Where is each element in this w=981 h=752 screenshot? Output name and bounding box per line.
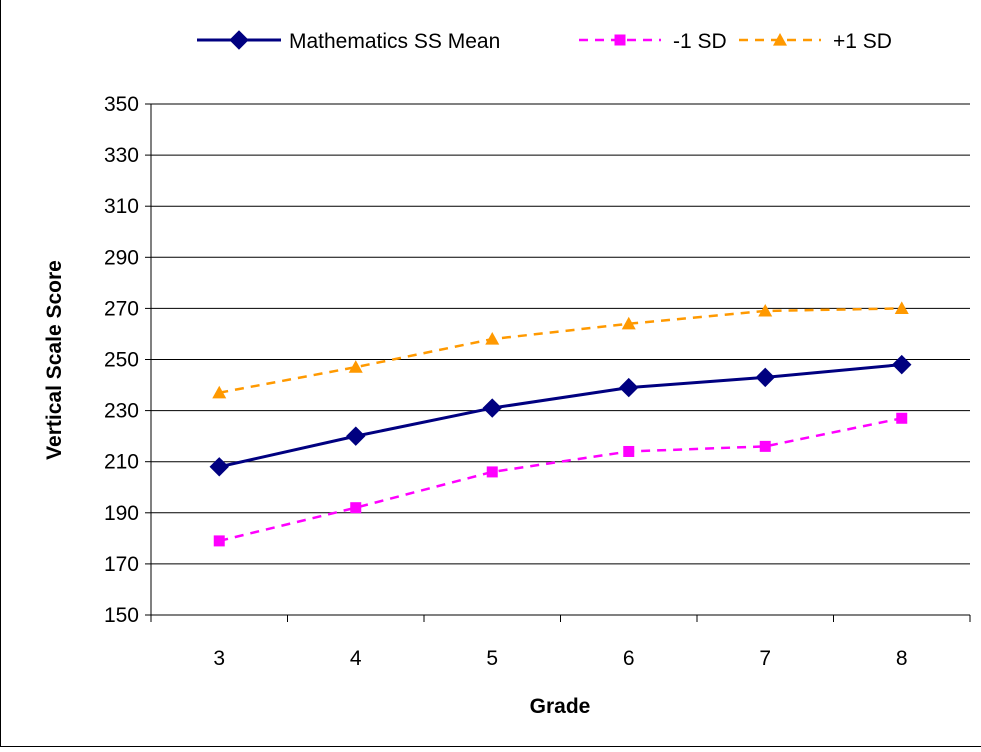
x-tick-label: 8	[896, 647, 908, 670]
x-tick-label: 4	[350, 647, 362, 670]
series-line	[218, 417, 903, 543]
series-1	[213, 412, 908, 547]
y-tick-label: 350	[104, 93, 139, 116]
legend-swatch-marker	[614, 34, 626, 46]
series-line	[218, 363, 902, 469]
data-point-marker	[350, 502, 362, 514]
series-line	[219, 307, 902, 394]
y-tick-label: 250	[104, 349, 139, 372]
legend-item-2: +1 SD	[739, 30, 892, 53]
x-tick-label: 3	[213, 647, 225, 670]
y-tick-label: 170	[104, 553, 139, 576]
y-tick-label: 190	[104, 502, 139, 525]
x-tick-label: 5	[486, 647, 498, 670]
legend: Mathematics SS Mean -1 SD +1 SD	[197, 30, 892, 53]
data-point-marker	[621, 316, 636, 330]
data-point-marker	[896, 412, 908, 424]
data-point-marker	[485, 332, 500, 345]
x-axis-title: Grade	[530, 695, 591, 718]
data-point-marker	[348, 360, 363, 373]
data-point-marker	[486, 466, 498, 478]
data-point-marker	[892, 354, 912, 375]
legend-item-0: Mathematics SS Mean	[197, 30, 500, 53]
data-point-marker	[213, 535, 225, 547]
data-point-marker	[894, 301, 909, 314]
gridlines	[151, 103, 970, 565]
y-axis-title: Vertical Scale Score	[43, 260, 66, 460]
data-point-marker	[212, 385, 227, 399]
data-point-marker	[623, 445, 635, 457]
data-point-marker	[755, 367, 775, 388]
data-point-marker	[346, 426, 366, 446]
x-tick-label: 6	[623, 647, 635, 670]
x-tick-label: 7	[759, 647, 771, 670]
y-tick-label: 290	[104, 246, 139, 269]
data-point-marker	[759, 440, 771, 452]
legend-label: +1 SD	[833, 30, 892, 53]
data-point-marker	[758, 303, 773, 317]
legend-swatch-marker	[773, 33, 787, 46]
data-point-marker	[619, 377, 639, 398]
legend-item-1: -1 SD	[579, 30, 727, 53]
data-point-marker	[482, 398, 502, 418]
y-tick-label: 310	[104, 195, 139, 218]
y-tick-label: 330	[104, 144, 139, 167]
axes: 150 170 190 210 230 250 270 290 310 330 350 3 4 5 6 7 8	[104, 93, 971, 670]
y-tick-label: 230	[104, 400, 139, 423]
series-group	[209, 301, 912, 547]
legend-swatch-marker	[229, 30, 249, 50]
y-tick-label: 270	[104, 297, 139, 320]
y-tick-label: 210	[104, 451, 139, 474]
legend-label: Mathematics SS Mean	[289, 30, 500, 53]
series-0	[209, 354, 912, 477]
legend-label: -1 SD	[673, 30, 727, 53]
y-tick-label: 150	[104, 604, 139, 627]
data-point-marker	[209, 457, 229, 477]
series-2	[212, 301, 909, 399]
